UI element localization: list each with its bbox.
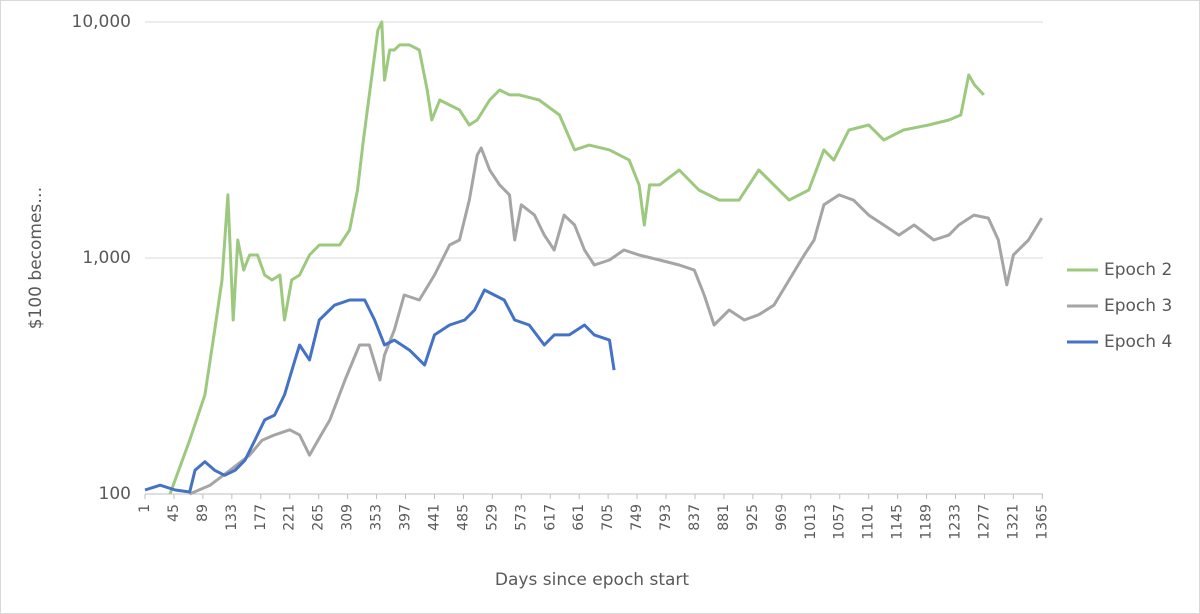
series-line — [189, 146, 1043, 496]
x-tick-label: 793 — [658, 504, 674, 531]
x-tick-label: 969 — [774, 504, 790, 531]
x-tick-label: 617 — [542, 504, 558, 531]
x-tick-label: 573 — [513, 504, 529, 531]
series-line — [168, 20, 985, 495]
y-tick-label: 1,000 — [82, 248, 131, 268]
x-tick-label: 353 — [369, 504, 385, 531]
x-tick-label: 925 — [745, 504, 761, 531]
x-tick-label: 1145 — [890, 504, 906, 540]
x-tick-label: 45 — [166, 504, 182, 522]
x-tick-label: 1233 — [948, 504, 964, 540]
x-tick-label: 1277 — [976, 504, 992, 540]
y-tick-label: 10,000 — [72, 12, 131, 32]
x-tick-label: 837 — [687, 504, 703, 531]
x-tick-label: 221 — [282, 504, 298, 531]
x-tick-label: 133 — [224, 504, 240, 531]
legend-label: Epoch 2 — [1104, 260, 1172, 280]
x-tick-label: 1321 — [1005, 504, 1021, 540]
legend-label: Epoch 4 — [1104, 332, 1172, 352]
y-tick-label: 100 — [99, 484, 131, 504]
x-tick-label: 89 — [195, 504, 211, 522]
x-tick-label: 485 — [455, 504, 471, 531]
x-tick-label: 309 — [340, 504, 356, 531]
x-tick-label: 1057 — [832, 504, 848, 540]
series-line — [144, 288, 616, 494]
x-tick-label: 1365 — [1034, 504, 1050, 540]
x-tick-label: 1 — [137, 504, 153, 513]
x-tick-label: 441 — [426, 504, 442, 531]
x-tick-label: 397 — [398, 504, 414, 531]
x-tick-label: 1013 — [803, 504, 819, 540]
x-tick-label: 177 — [253, 504, 269, 531]
y-axis-label: $100 becomes… — [26, 187, 46, 330]
x-axis-label: Days since epoch start — [495, 570, 689, 590]
x-tick-label: 705 — [600, 504, 616, 531]
x-tick-label: 529 — [484, 504, 500, 531]
x-tick-label: 265 — [311, 504, 327, 531]
x-tick-label: 881 — [716, 504, 732, 531]
legend-label: Epoch 3 — [1104, 296, 1172, 316]
x-tick-label: 1101 — [861, 504, 877, 540]
x-tick-label: 661 — [571, 504, 587, 531]
x-tick-label: 1189 — [919, 504, 935, 540]
x-tick-label: 749 — [629, 504, 645, 531]
